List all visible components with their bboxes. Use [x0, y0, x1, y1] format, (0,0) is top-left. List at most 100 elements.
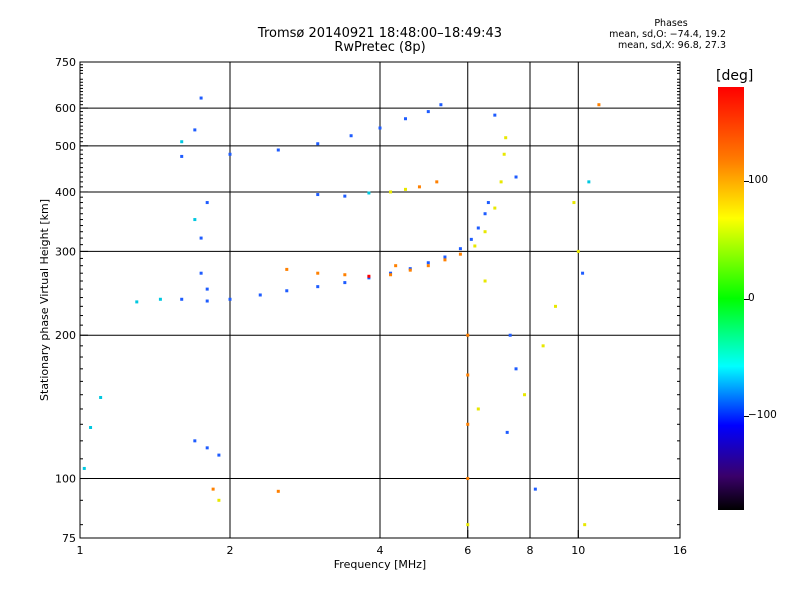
x-axis-label: Frequency [MHz]	[334, 558, 426, 571]
data-point	[466, 422, 470, 426]
data-point	[228, 152, 232, 156]
data-point	[199, 271, 203, 275]
data-point	[349, 134, 353, 138]
x-tick-label: 10	[571, 544, 585, 557]
colorbar-tick-label: −100	[748, 409, 777, 421]
data-point	[193, 128, 197, 132]
data-point	[82, 466, 86, 470]
y-tick-label: 400	[55, 186, 76, 199]
phase-stats-o-mode: mean, sd,O: −74.4, 19.2	[609, 29, 726, 40]
y-tick-label: 75	[62, 532, 76, 545]
data-point	[587, 180, 591, 184]
data-point	[514, 367, 518, 371]
y-tick-label: 750	[55, 56, 76, 69]
data-point	[394, 264, 398, 268]
data-point	[458, 252, 462, 256]
data-point	[367, 191, 371, 195]
data-point	[572, 201, 576, 205]
colorbar-tick-label: 0	[748, 291, 755, 304]
data-point	[439, 103, 443, 107]
phase-stats-title: Phases	[654, 18, 688, 29]
data-point	[473, 244, 477, 248]
colorbar-tick	[744, 298, 749, 300]
data-point	[89, 425, 93, 429]
colorbar-tick-label: 100	[748, 174, 769, 186]
data-point	[389, 273, 393, 277]
data-point	[99, 395, 103, 399]
phase-statistics: Phases mean, sd,O: −74.4, 19.2 mean, sd,…	[576, 18, 726, 51]
data-point	[316, 142, 320, 146]
data-point	[378, 126, 382, 130]
data-point	[576, 249, 580, 253]
data-point	[466, 477, 470, 481]
data-point	[205, 446, 209, 450]
x-tick-label: 16	[673, 544, 687, 557]
x-tick-label: 2	[227, 544, 234, 557]
data-point	[476, 407, 480, 411]
data-point	[258, 293, 262, 297]
y-axis-label: Stationary phase Virtual Height [km]	[38, 199, 51, 401]
data-point	[367, 274, 371, 278]
data-point	[466, 333, 470, 337]
data-point	[276, 489, 280, 493]
data-point	[403, 187, 407, 191]
phase-colorbar	[718, 87, 744, 510]
data-point	[205, 201, 209, 205]
data-point	[435, 180, 439, 184]
data-point	[581, 271, 585, 275]
y-tick-label: 600	[55, 102, 76, 115]
data-point	[316, 271, 320, 275]
y-tick-label: 100	[55, 473, 76, 486]
data-point	[228, 297, 232, 301]
data-point	[389, 190, 393, 194]
data-point	[408, 267, 412, 271]
x-tick-label: 6	[464, 544, 471, 557]
y-tick-label: 300	[55, 245, 76, 258]
data-point	[469, 237, 473, 241]
y-tick-label: 200	[55, 329, 76, 342]
data-point	[483, 212, 487, 216]
data-point	[426, 264, 430, 268]
data-point	[199, 96, 203, 100]
data-point	[533, 487, 537, 491]
data-point	[205, 287, 209, 291]
colorbar-tick	[744, 416, 749, 417]
data-point	[508, 333, 512, 337]
x-tick-label: 1	[77, 544, 84, 557]
data-point	[514, 175, 518, 179]
data-point	[493, 206, 497, 210]
data-point	[217, 498, 221, 502]
data-point	[504, 136, 508, 140]
chart-subtitle: RwPretec (8p)	[334, 40, 426, 55]
phase-stats-x-mode: mean, sd,X: 96.8, 27.3	[617, 40, 726, 51]
data-point	[285, 267, 289, 271]
data-point	[483, 279, 487, 283]
data-point	[458, 247, 462, 251]
x-tick-label: 4	[377, 544, 384, 557]
data-point	[499, 180, 503, 184]
x-tick-label: 8	[527, 544, 534, 557]
data-point	[483, 230, 487, 234]
data-point	[505, 430, 509, 434]
data-point	[443, 258, 447, 262]
y-tick-label: 500	[55, 140, 76, 153]
data-point	[193, 439, 197, 443]
data-point	[583, 523, 587, 527]
data-point	[466, 373, 470, 377]
data-point	[502, 152, 506, 156]
data-point	[466, 523, 470, 527]
data-point	[217, 453, 221, 457]
data-point	[343, 273, 347, 277]
data-point	[553, 304, 557, 308]
data-point	[193, 218, 197, 222]
data-point	[417, 185, 421, 189]
data-point	[180, 154, 184, 158]
data-point	[316, 193, 320, 197]
data-point	[211, 487, 215, 491]
data-point	[343, 281, 347, 285]
data-point	[285, 289, 289, 293]
colorbar-tick	[744, 181, 749, 182]
data-point	[476, 226, 480, 230]
data-point	[316, 285, 320, 289]
data-point	[205, 299, 209, 303]
